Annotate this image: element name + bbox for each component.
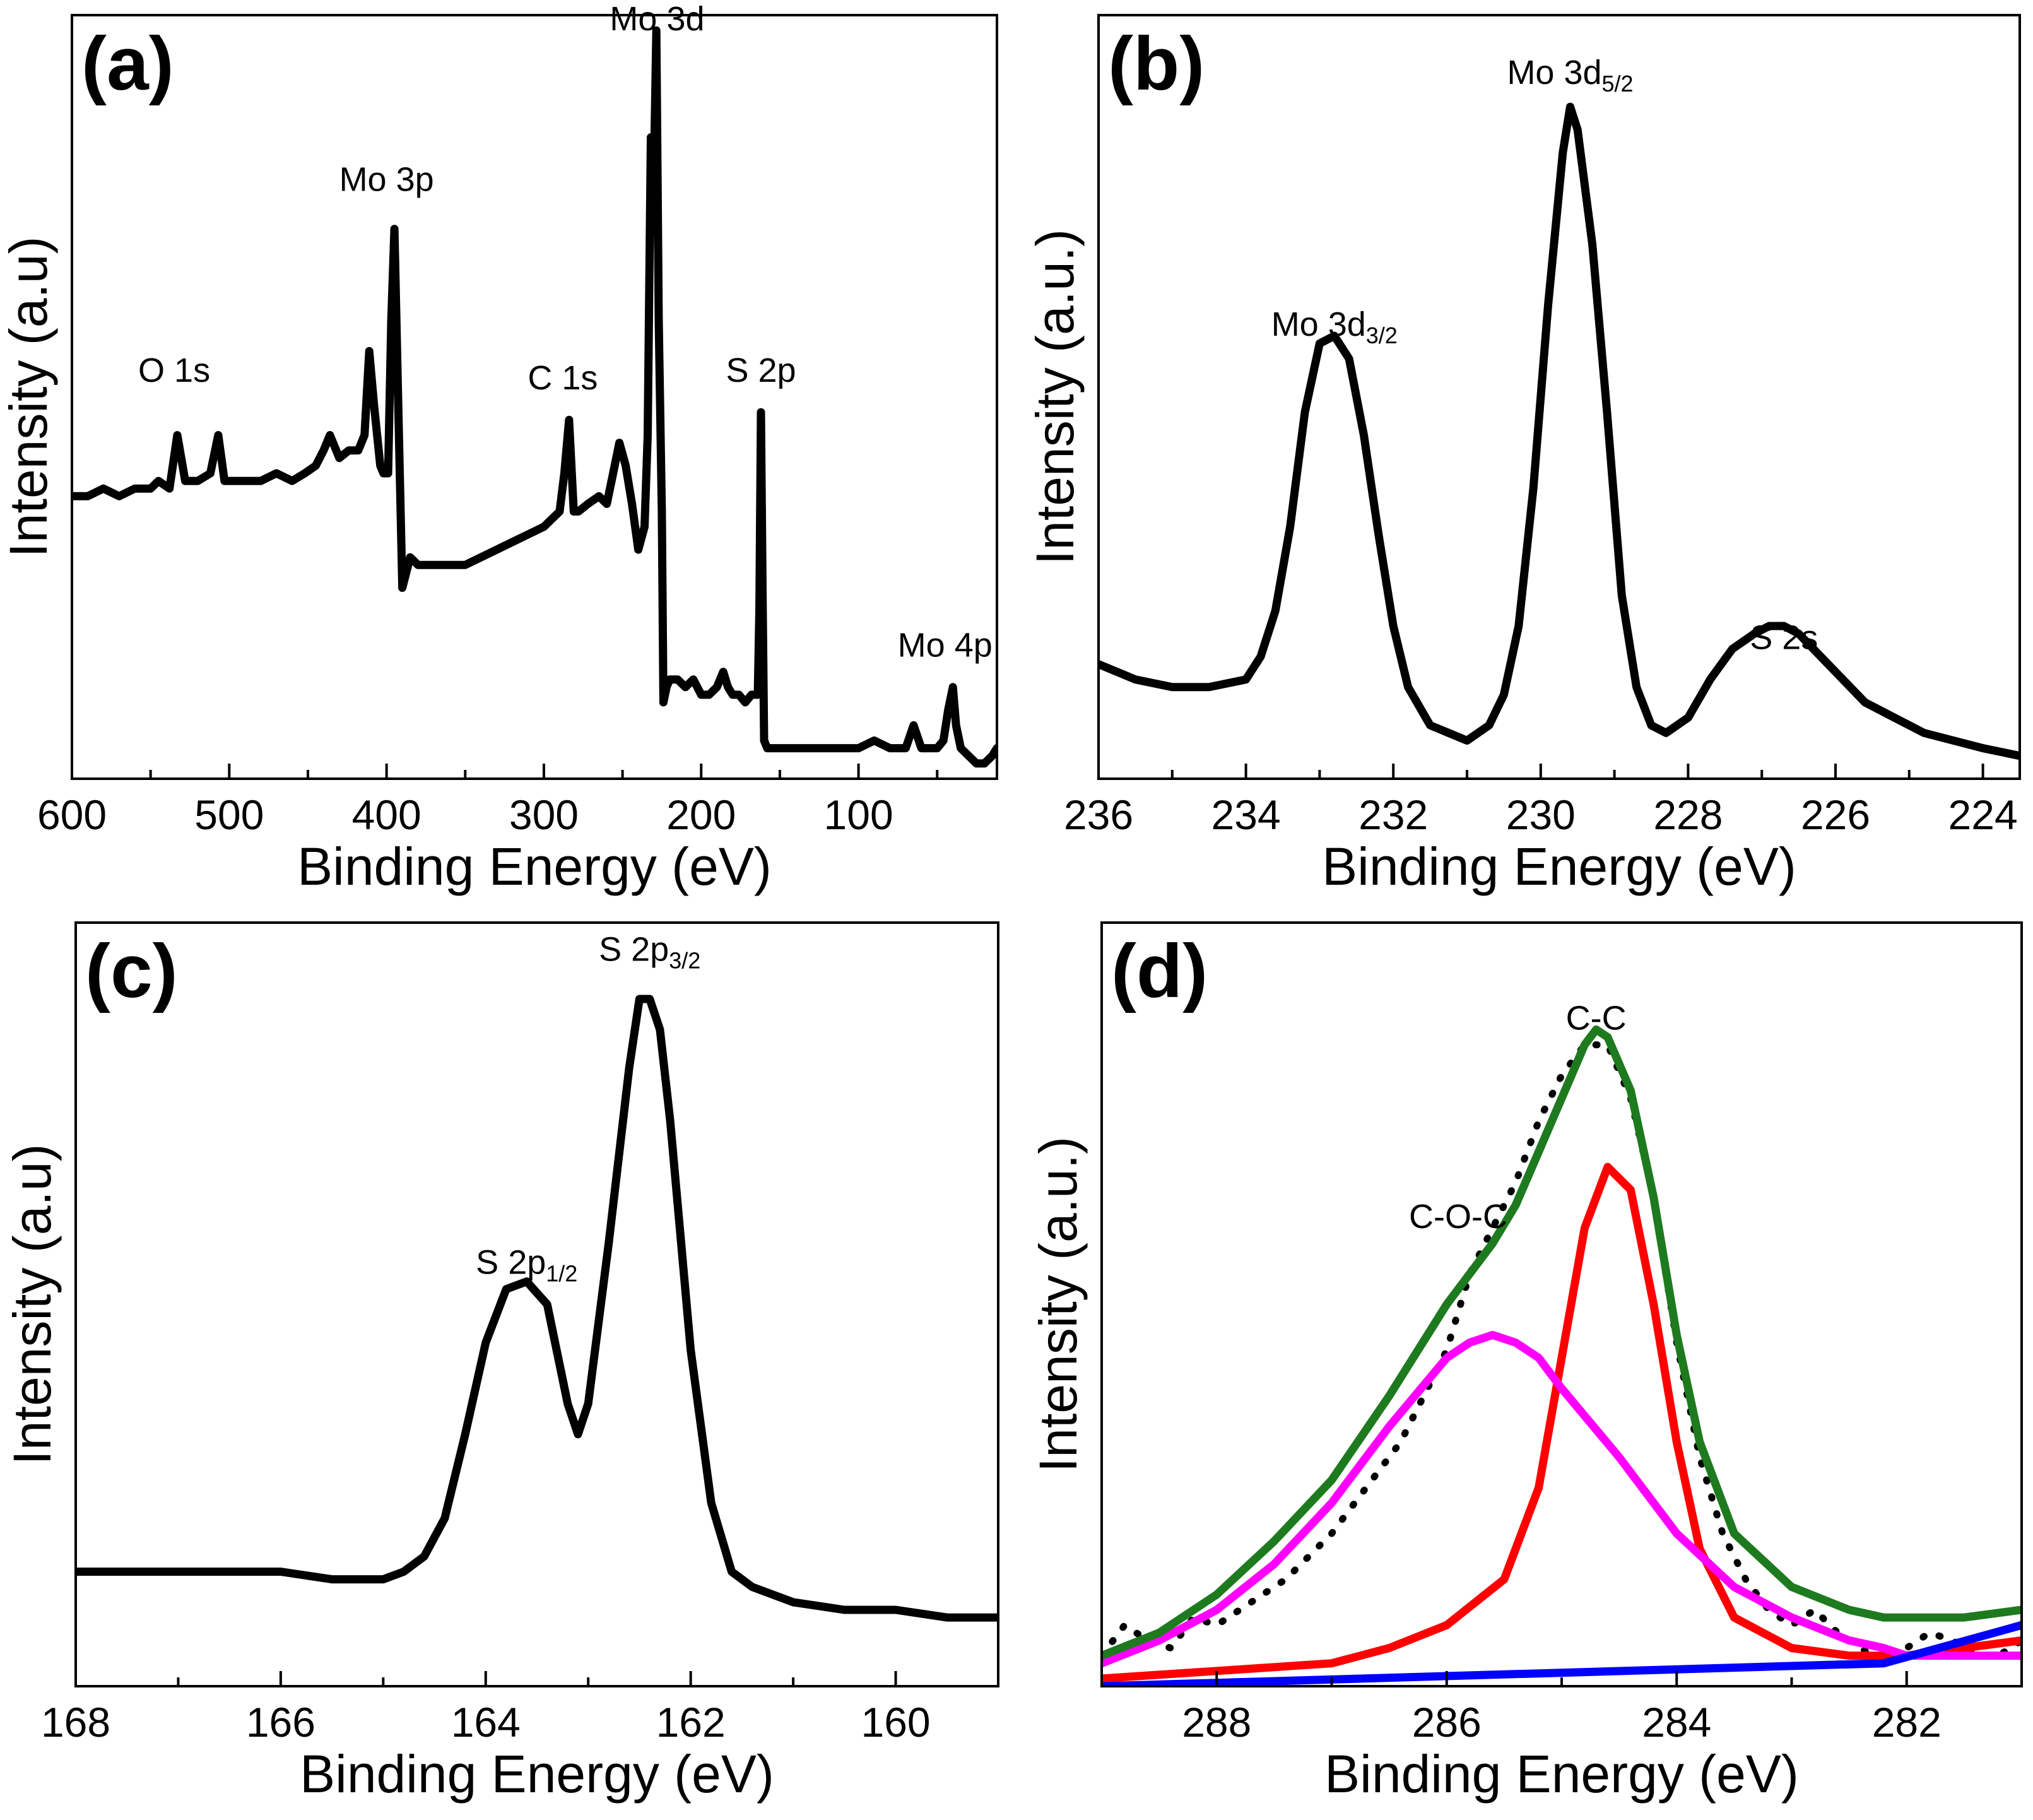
x-tick-label: 236 <box>1064 791 1133 838</box>
peak-label: Mo 3d5/2 <box>1507 54 1633 97</box>
panel-label: (b) <box>1108 21 1205 106</box>
y-axis-title: Intensity (a.u) <box>0 237 58 558</box>
peak-label: Mo 3d3/2 <box>1271 305 1398 348</box>
series-survey <box>72 26 997 768</box>
x-tick-label: 400 <box>352 791 421 838</box>
peak-label-text: Mo 3p <box>339 160 434 198</box>
series-envelope <box>1102 1025 2022 1660</box>
peak-label-text: S 2p <box>599 931 669 969</box>
x-tick-label: 230 <box>1506 791 1576 838</box>
peak-label-text: S 2p <box>726 352 796 389</box>
peak-label: S 2s <box>1750 618 1818 656</box>
x-axis-title: Binding Energy (eV) <box>1324 1744 1799 1804</box>
x-tick-label: 164 <box>451 1699 521 1746</box>
plot-frame <box>71 14 998 780</box>
peak-label-text: Mo 3d <box>1507 54 1601 92</box>
x-tick-label: 282 <box>1872 1699 1942 1746</box>
x-tick-label: 228 <box>1653 791 1723 838</box>
peak-label-text: C-O-C <box>1409 1198 1507 1236</box>
x-tick-label: 500 <box>194 791 264 838</box>
peak-label: S 2p1/2 <box>476 1244 577 1287</box>
x-tick-label: 300 <box>509 791 579 838</box>
series-raw-data <box>1102 1041 2022 1667</box>
peak-label: Mo 4p <box>898 626 993 664</box>
x-tick-label: 286 <box>1412 1699 1482 1746</box>
plot-frame <box>1097 14 2021 780</box>
peak-label-text: Mo 4p <box>898 626 993 664</box>
x-axis-title: Binding Energy (eV) <box>297 837 772 896</box>
x-tick-label: 100 <box>824 791 893 838</box>
series-background <box>1102 1621 2022 1686</box>
x-tick-label: 224 <box>1948 791 2018 838</box>
peak-label-text: C-C <box>1566 999 1627 1037</box>
peak-label-text: Mo 3d <box>610 0 704 38</box>
x-tick-label: 160 <box>861 1699 930 1746</box>
peak-label: Mo 3p <box>339 160 434 198</box>
peak-label-subscript: 3/2 <box>669 948 700 974</box>
x-tick-label: 162 <box>656 1699 726 1746</box>
peak-label: C-C <box>1566 999 1627 1037</box>
x-tick-label: 600 <box>37 791 107 838</box>
panel-label: (d) <box>1111 929 1208 1013</box>
x-tick-label: 168 <box>41 1699 110 1746</box>
x-tick-label: 200 <box>666 791 736 838</box>
plot-frame <box>74 921 999 1687</box>
panel-a: 600 500 400 300 200 100 Binding Energy (eV) Int… <box>0 0 998 896</box>
x-axis-title: Binding Energy (eV) <box>300 1744 774 1804</box>
peak-label-subscript: 3/2 <box>1366 322 1398 348</box>
series-mo-3d <box>1099 102 2020 760</box>
peak-label: S 2p <box>726 352 796 389</box>
y-axis-title: Intensity (a.u.) <box>1028 1137 1088 1472</box>
peak-label: C 1s <box>527 359 598 397</box>
panel-d: 288 286 284 282 Binding Energy (eV) Intensity… <box>1028 921 2023 1804</box>
peak-label-subscript: 1/2 <box>546 1261 577 1287</box>
panel-label: (c) <box>85 929 178 1013</box>
peak-label-subscript: 5/2 <box>1602 71 1634 97</box>
peak-label-text: O 1s <box>138 352 210 389</box>
peak-label: S 2p3/2 <box>599 931 700 974</box>
peak-label: Mo 3d <box>610 0 704 38</box>
peak-label-text: Mo 3d <box>1271 305 1366 343</box>
series-c-o-c <box>1102 1330 2022 1668</box>
panel-c: 168 166 164 162 160 Binding Energy (eV) Intens… <box>3 921 999 1804</box>
x-tick-label: 288 <box>1182 1699 1251 1746</box>
series-c-c <box>1102 1162 2022 1683</box>
peak-label-text: C 1s <box>527 359 598 397</box>
x-tick-label: 226 <box>1801 791 1870 838</box>
panel-b: 236 234 232 230 228 226 224 Binding Energy (eV)… <box>1025 14 2021 896</box>
peak-label: O 1s <box>138 352 210 389</box>
panel-label: (a) <box>81 21 174 106</box>
x-tick-label: 232 <box>1358 791 1428 838</box>
y-axis-title: Intensity (a.u.) <box>1025 229 1085 565</box>
peak-label: C-O-C <box>1409 1198 1507 1236</box>
x-tick-label: 234 <box>1211 791 1281 838</box>
peak-label-text: S 2p <box>476 1244 546 1282</box>
x-tick-label: 166 <box>246 1699 315 1746</box>
peak-label-text: S 2s <box>1750 618 1818 656</box>
x-axis-title: Binding Energy (eV) <box>1322 837 1796 896</box>
y-axis-title: Intensity (a.u) <box>3 1144 62 1465</box>
series-s-2p <box>76 995 998 1622</box>
x-tick-label: 284 <box>1642 1699 1711 1746</box>
